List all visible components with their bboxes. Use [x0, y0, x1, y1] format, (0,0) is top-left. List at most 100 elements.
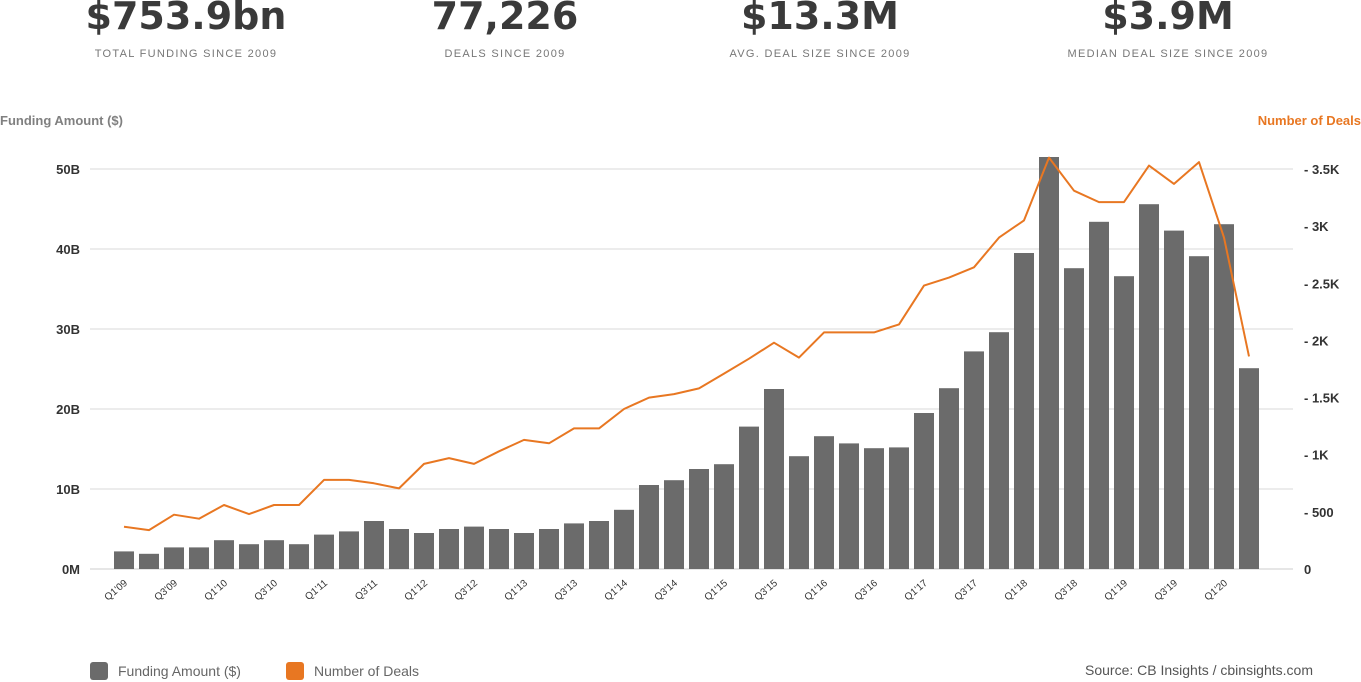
bar — [1139, 204, 1159, 569]
stat-value: $13.3M — [740, 0, 899, 38]
bar — [139, 553, 159, 569]
bar — [964, 351, 984, 569]
bar — [164, 547, 184, 569]
bar — [114, 551, 134, 569]
bar — [464, 526, 484, 569]
bar — [1239, 368, 1259, 569]
bar — [664, 480, 684, 569]
legend-swatch-deals — [286, 662, 304, 680]
left-tick-label: 40B — [56, 242, 80, 257]
bar — [589, 521, 609, 569]
bar — [939, 388, 959, 569]
x-tick-label: Q1'11 — [303, 578, 330, 603]
legend-label-funding: Funding Amount ($) — [118, 663, 241, 679]
source-note: Source: CB Insights / cbinsights.com — [1085, 662, 1313, 678]
x-tick-label: Q1'12 — [403, 578, 431, 604]
right-tick-label: - 500 — [1304, 505, 1334, 520]
bar — [864, 448, 884, 569]
x-tick-label: Q1'20 — [1203, 578, 1231, 604]
bar — [414, 533, 434, 569]
bar — [489, 529, 509, 569]
right-axis-title: Number of Deals — [1257, 113, 1361, 128]
legend-funding: Funding Amount ($) — [90, 662, 241, 680]
bar — [364, 521, 384, 569]
bar — [739, 426, 759, 569]
deals-line — [123, 156, 1250, 532]
left-tick-label: 0M — [62, 562, 80, 577]
bar — [289, 544, 309, 569]
bar — [1064, 268, 1084, 569]
bar — [564, 523, 584, 569]
stat-value: $3.9M — [1102, 0, 1234, 38]
x-tick-label: Q1'19 — [1103, 578, 1131, 604]
bar — [614, 509, 634, 569]
bar — [239, 544, 259, 569]
stat-label: TOTAL FUNDING SINCE 2009 — [94, 48, 278, 60]
bar — [989, 332, 1009, 569]
right-tick-label: - 3K — [1304, 219, 1329, 234]
legend-label-deals: Number of Deals — [314, 663, 420, 679]
x-tick-label: Q3'19 — [1153, 578, 1181, 604]
legend-swatch-funding — [90, 662, 108, 680]
left-axis-title: Funding Amount ($) — [0, 113, 123, 128]
right-tick-label: - 2K — [1304, 333, 1329, 348]
left-tick-label: 10B — [56, 482, 80, 497]
x-tick-label: Q3'18 — [1053, 578, 1081, 604]
bar — [689, 469, 709, 569]
bar — [814, 436, 834, 569]
x-tick-label: Q3'16 — [853, 578, 881, 604]
x-tick-label: Q3'09 — [153, 578, 181, 604]
stat-value: 77,226 — [431, 0, 579, 38]
bar — [714, 464, 734, 569]
right-tick-label: - 1K — [1304, 448, 1329, 463]
x-tick-label: Q3'15 — [753, 578, 781, 604]
stat-label: MEDIAN DEAL SIZE SINCE 2009 — [1067, 48, 1269, 60]
funding-deals-chart: 0M 10B 20B 30B 40B 50B 0 - 500 - 1K - 1.5K - 2K - 2… — [56, 156, 1340, 604]
bar — [264, 540, 284, 569]
x-tick-label: Q3'17 — [953, 578, 981, 604]
stat-value: $753.9bn — [85, 0, 287, 38]
x-tick-label: Q1'16 — [803, 578, 831, 604]
bar — [839, 443, 859, 569]
bar — [889, 447, 909, 569]
stat-median-deal-size: $3.9M MEDIAN DEAL SIZE SINCE 2009 — [1018, 0, 1318, 60]
x-tick-label: Q1'10 — [203, 578, 231, 604]
x-tick-label: Q1'13 — [503, 578, 531, 604]
left-tick-label: 30B — [56, 322, 80, 337]
x-tick-label: Q1'14 — [603, 578, 631, 604]
bar — [1189, 256, 1209, 569]
x-tick-label: Q3'12 — [453, 578, 481, 604]
stat-label: DEALS SINCE 2009 — [444, 48, 566, 60]
stat-avg-deal-size: $13.3M AVG. DEAL SIZE SINCE 2009 — [670, 0, 970, 60]
bar — [389, 529, 409, 569]
bar — [314, 534, 334, 569]
bar — [1164, 230, 1184, 569]
bar — [639, 485, 659, 569]
bar — [189, 547, 209, 569]
bar — [439, 529, 459, 569]
bar — [764, 389, 784, 569]
stat-total-funding: $753.9bn TOTAL FUNDING SINCE 2009 — [36, 0, 336, 60]
bar — [214, 540, 234, 569]
stat-deals: 77,226 DEALS SINCE 2009 — [355, 0, 655, 60]
bar — [514, 533, 534, 569]
bar — [1089, 221, 1109, 570]
bar — [789, 456, 809, 569]
right-tick-label: - 3.5K — [1304, 162, 1340, 177]
left-tick-label: 50B — [56, 162, 80, 177]
x-tick-label: Q3'11 — [353, 578, 380, 603]
legend-deals: Number of Deals — [286, 662, 419, 680]
x-tick-label: Q1'09 — [103, 578, 131, 604]
right-tick-label: 0 — [1304, 562, 1311, 577]
left-tick-label: 20B — [56, 402, 80, 417]
bar — [539, 529, 559, 569]
stat-label: AVG. DEAL SIZE SINCE 2009 — [729, 48, 911, 60]
bar — [1214, 224, 1234, 569]
bar — [1014, 253, 1034, 569]
bar — [1039, 157, 1059, 569]
x-tick-label: Q1'17 — [903, 578, 931, 604]
x-tick-label: Q1'15 — [703, 578, 731, 604]
bar — [339, 531, 359, 569]
right-tick-label: - 1.5K — [1304, 391, 1340, 406]
x-tick-label: Q1'18 — [1003, 578, 1031, 604]
